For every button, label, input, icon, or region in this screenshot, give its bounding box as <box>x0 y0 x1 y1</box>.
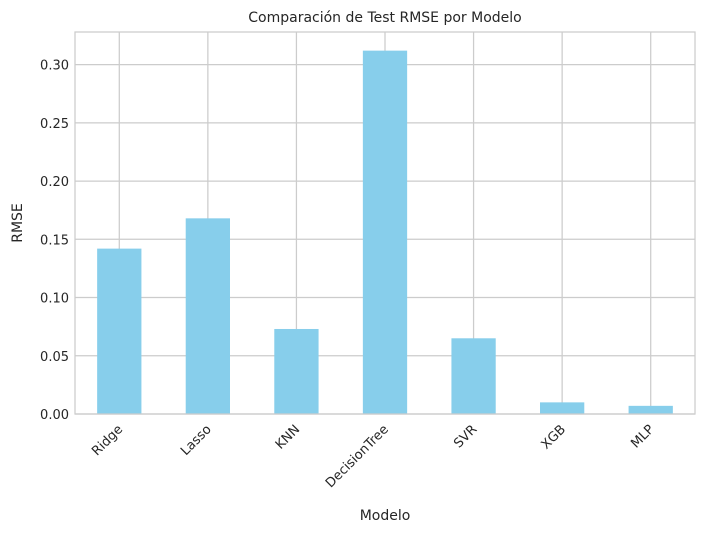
chart-title: Comparación de Test RMSE por Modelo <box>248 10 521 26</box>
bar-svr <box>451 338 496 414</box>
y-tick-labels: 0.00 0.05 0.10 0.15 0.20 0.25 0.30 <box>40 59 69 423</box>
bar-xgb <box>540 402 585 414</box>
x-tick-label: SVR <box>451 422 480 451</box>
y-tick-label: 0.10 <box>40 292 69 307</box>
x-tick-label: Lasso <box>178 422 215 459</box>
y-tick-label: 0.00 <box>40 408 69 423</box>
x-tick-label: KNN <box>273 422 303 452</box>
y-axis-label: RMSE <box>10 203 26 243</box>
x-axis-label: Modelo <box>360 508 411 524</box>
y-tick-label: 0.20 <box>40 175 69 190</box>
y-tick-label: 0.15 <box>40 233 69 248</box>
x-tick-label: DecisionTree <box>323 422 392 491</box>
bar-layer <box>97 50 673 414</box>
y-tick-label: 0.05 <box>40 350 69 365</box>
x-tick-labels: Ridge Lasso KNN DecisionTree SVR XGB MLP <box>89 422 657 491</box>
bar-knn <box>274 328 319 414</box>
bar-mlp <box>628 405 673 414</box>
bar-ridge <box>97 248 142 414</box>
x-tick-label: XGB <box>539 422 569 452</box>
y-tick-label: 0.30 <box>40 59 69 74</box>
bar-decisiontree <box>362 50 408 414</box>
x-tick-label: Ridge <box>89 422 126 459</box>
bar-lasso <box>185 218 230 414</box>
y-tick-label: 0.25 <box>40 117 69 132</box>
x-tick-label: MLP <box>628 422 657 451</box>
axes-frame <box>74 31 696 415</box>
